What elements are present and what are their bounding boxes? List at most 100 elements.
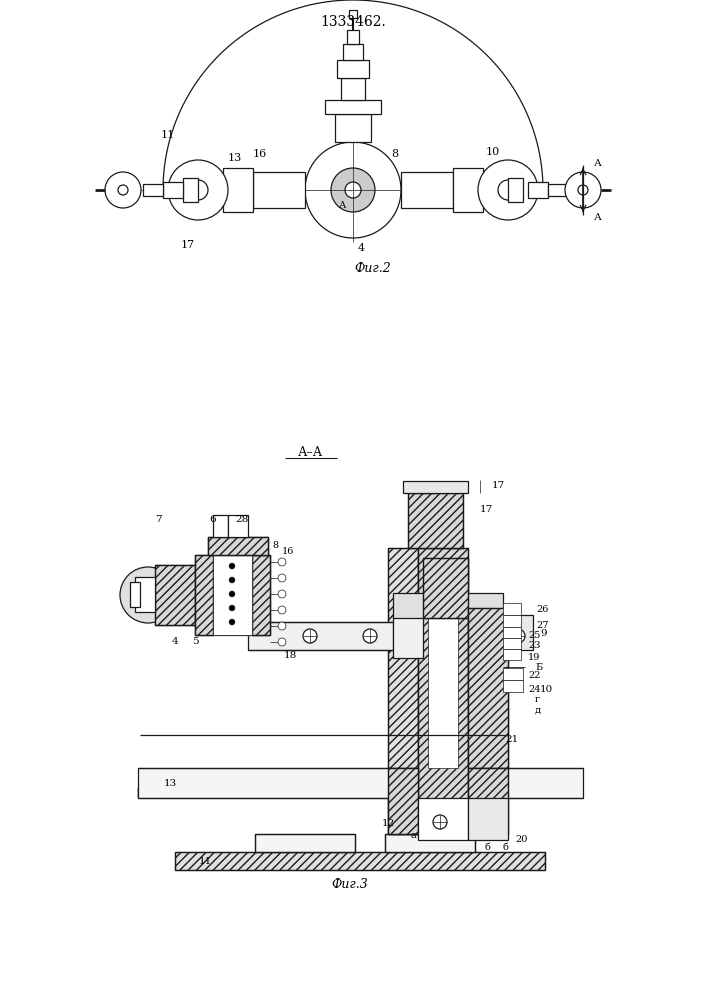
Text: А–А: А–А — [298, 446, 322, 460]
Bar — [349, 10, 357, 18]
Bar — [253, 172, 305, 208]
Text: А: А — [594, 158, 602, 167]
Bar — [175, 852, 545, 870]
Text: 11: 11 — [161, 130, 175, 140]
Text: 25: 25 — [528, 632, 540, 641]
Bar — [175, 852, 545, 870]
Bar — [503, 680, 523, 692]
Circle shape — [229, 591, 235, 597]
Bar — [408, 493, 463, 548]
Bar — [503, 615, 521, 627]
Bar — [408, 493, 463, 548]
Text: 4: 4 — [358, 243, 365, 253]
Bar — [252, 555, 270, 635]
Bar — [138, 768, 583, 798]
Text: 8: 8 — [392, 149, 399, 159]
Circle shape — [229, 563, 235, 569]
Bar — [213, 555, 252, 635]
Bar — [453, 168, 483, 212]
Circle shape — [229, 605, 235, 611]
Circle shape — [118, 185, 128, 195]
Text: 24: 24 — [528, 686, 540, 694]
Text: 1333462.: 1333462. — [320, 15, 386, 29]
Text: 10: 10 — [486, 147, 500, 157]
Bar — [468, 768, 508, 834]
Bar — [393, 614, 423, 658]
Bar — [468, 608, 503, 768]
Circle shape — [511, 629, 525, 643]
Text: А: А — [594, 213, 602, 222]
Text: а: а — [410, 830, 416, 840]
Circle shape — [578, 185, 588, 195]
Circle shape — [345, 182, 361, 198]
Circle shape — [278, 606, 286, 614]
Text: 23: 23 — [528, 642, 540, 650]
Circle shape — [229, 577, 235, 583]
Text: г: г — [535, 696, 540, 704]
Bar — [468, 608, 508, 768]
Circle shape — [498, 180, 518, 200]
Bar — [385, 834, 475, 852]
Text: Фиг.3: Фиг.3 — [332, 879, 368, 892]
Bar — [347, 30, 359, 44]
Text: 20: 20 — [515, 836, 527, 844]
Bar — [418, 548, 468, 834]
Text: 17: 17 — [492, 481, 506, 489]
Bar — [143, 184, 163, 196]
Text: 16: 16 — [282, 548, 294, 556]
Text: 13: 13 — [228, 153, 242, 163]
Circle shape — [363, 629, 377, 643]
Circle shape — [105, 172, 141, 208]
Bar — [423, 558, 468, 618]
Bar — [388, 548, 418, 768]
Bar — [388, 768, 418, 834]
Bar — [343, 44, 363, 60]
Bar — [341, 78, 365, 100]
Bar — [548, 184, 568, 196]
Circle shape — [278, 622, 286, 630]
Text: 28: 28 — [235, 516, 249, 524]
Bar — [418, 798, 468, 840]
Bar — [388, 798, 503, 834]
Bar — [195, 555, 270, 635]
Bar — [503, 615, 533, 650]
Text: 12: 12 — [382, 818, 395, 828]
Circle shape — [305, 142, 401, 238]
Bar — [500, 608, 508, 768]
Bar — [195, 555, 213, 635]
Text: 26: 26 — [536, 605, 549, 614]
Bar — [468, 608, 508, 768]
Bar — [255, 834, 355, 852]
Bar — [335, 114, 371, 142]
Text: 27: 27 — [536, 620, 549, 630]
Circle shape — [168, 160, 228, 220]
Bar — [528, 182, 548, 198]
Text: 4: 4 — [172, 638, 178, 647]
Text: 18: 18 — [284, 650, 297, 660]
Bar — [155, 565, 195, 625]
Text: 19: 19 — [528, 654, 540, 662]
Bar — [208, 537, 268, 555]
Text: 5: 5 — [192, 638, 198, 647]
Bar — [325, 100, 381, 114]
Text: 6: 6 — [210, 516, 216, 524]
Bar — [388, 768, 418, 834]
Bar — [403, 481, 468, 493]
Circle shape — [278, 574, 286, 582]
Bar — [337, 60, 369, 78]
Text: А: А — [339, 200, 346, 210]
Bar — [130, 582, 140, 607]
Text: 10: 10 — [540, 686, 554, 694]
Text: д: д — [535, 706, 541, 714]
Text: 8: 8 — [272, 540, 278, 550]
Bar — [388, 798, 503, 834]
Bar — [183, 178, 198, 202]
Text: 17: 17 — [480, 506, 493, 514]
Text: б: б — [484, 844, 490, 852]
Bar — [195, 555, 213, 635]
Bar — [503, 627, 521, 638]
Bar — [223, 168, 253, 212]
Text: 22: 22 — [528, 672, 540, 680]
Bar — [428, 568, 458, 768]
Circle shape — [229, 619, 235, 625]
